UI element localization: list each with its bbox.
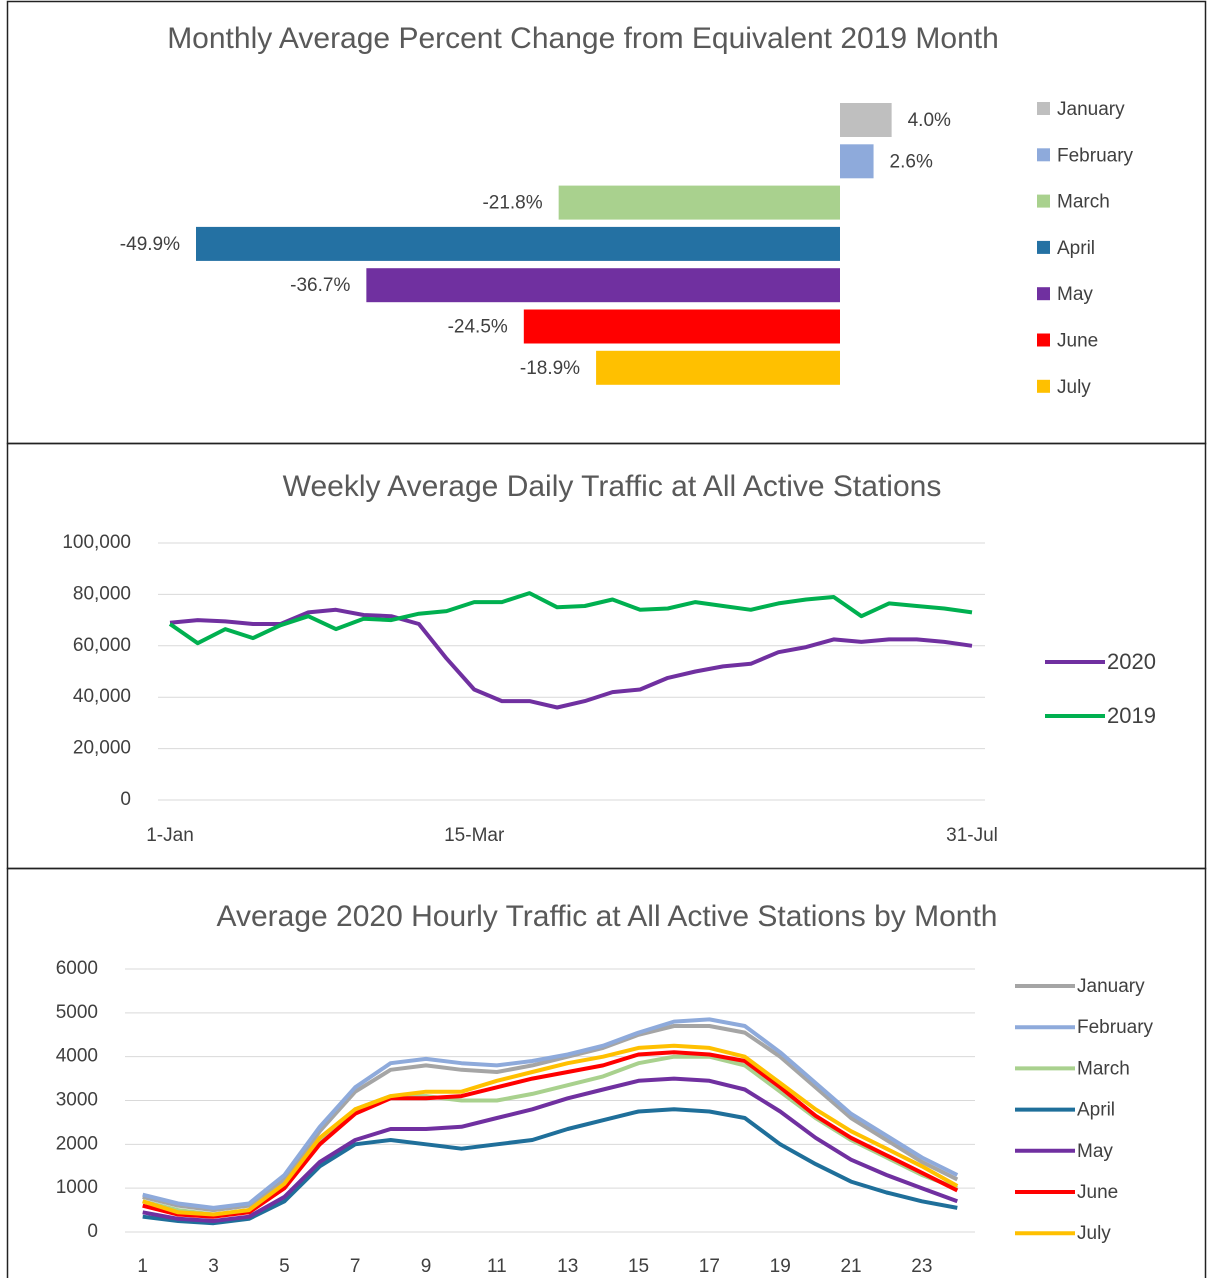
- x-tick-label: 17: [699, 1256, 720, 1277]
- x-tick-label: 15: [628, 1256, 649, 1277]
- y-tick-label: 0: [120, 789, 131, 810]
- y-tick-label: 100,000: [62, 532, 131, 553]
- y-tick-label: 0: [87, 1221, 98, 1242]
- data-line: [142, 1017, 959, 1210]
- panel-border: [6, 442, 1207, 870]
- legend-label: July: [1057, 377, 1091, 398]
- data-line: [142, 1076, 958, 1223]
- legend-swatch: [1037, 102, 1050, 115]
- legend-label: April: [1077, 1100, 1115, 1121]
- data-line: [142, 1107, 958, 1226]
- y-tick-label: 40,000: [73, 686, 131, 707]
- x-tick-label: 3: [208, 1256, 219, 1277]
- data-line: [142, 1024, 959, 1213]
- chart-title: Monthly Average Percent Change from Equi…: [167, 22, 999, 55]
- y-tick-label: 60,000: [73, 635, 131, 656]
- legend-swatch: [1037, 333, 1050, 347]
- bar: [196, 226, 840, 261]
- x-tick-label: 15-Mar: [444, 825, 505, 846]
- data-label: -36.7%: [290, 275, 350, 296]
- y-tick-label: 6000: [56, 958, 98, 979]
- x-tick-label: 9: [421, 1256, 432, 1277]
- data-label: -49.9%: [120, 234, 180, 255]
- data-line: [168, 591, 973, 646]
- legend-label: January: [1057, 99, 1125, 120]
- legend-label: July: [1077, 1223, 1111, 1244]
- legend-label: February: [1077, 1017, 1154, 1038]
- y-tick-label: 2000: [56, 1133, 98, 1154]
- legend-swatch: [1037, 148, 1050, 162]
- chart-title: Average 2020 Hourly Traffic at All Activ…: [217, 900, 998, 933]
- data-line: [169, 607, 973, 710]
- x-tick-label: 19: [770, 1256, 791, 1277]
- data-line: [142, 1043, 959, 1217]
- data-label: 2.6%: [890, 151, 933, 172]
- legend-label: May: [1077, 1141, 1113, 1162]
- legend-label: May: [1057, 284, 1093, 305]
- legend-swatch: [1037, 194, 1050, 208]
- legend-label: March: [1057, 192, 1110, 213]
- x-tick-label: 31-Jul: [946, 825, 998, 846]
- data-label: 4.0%: [908, 110, 951, 131]
- legend-label: January: [1077, 976, 1145, 997]
- y-tick-label: 20,000: [73, 738, 131, 759]
- legend-label: April: [1057, 238, 1095, 259]
- x-tick-label: 7: [350, 1256, 361, 1277]
- bar: [523, 309, 840, 344]
- bar: [840, 144, 874, 179]
- y-tick-label: 3000: [56, 1090, 98, 1111]
- chart-title: Weekly Average Daily Traffic at All Acti…: [283, 470, 942, 503]
- legend-label: 2020: [1107, 649, 1156, 674]
- x-tick-label: 23: [911, 1256, 932, 1277]
- legend-label: February: [1057, 145, 1134, 166]
- bar: [558, 185, 840, 220]
- legend-label: March: [1077, 1058, 1130, 1079]
- legend-label: June: [1057, 331, 1098, 352]
- data-label: -18.9%: [520, 358, 580, 379]
- data-label: -24.5%: [448, 317, 508, 338]
- legend-swatch: [1037, 240, 1050, 254]
- legend-swatch: [1037, 287, 1050, 301]
- legend-label: June: [1077, 1182, 1118, 1203]
- x-tick-label: 1-Jan: [146, 825, 194, 846]
- legend-label: 2019: [1107, 703, 1156, 728]
- data-line: [142, 1050, 959, 1219]
- y-tick-label: 4000: [56, 1046, 98, 1067]
- data-label: -21.8%: [482, 193, 542, 214]
- x-tick-label: 21: [840, 1256, 861, 1277]
- x-tick-label: 11: [487, 1256, 507, 1277]
- x-tick-label: 13: [557, 1256, 578, 1277]
- bar: [840, 103, 892, 137]
- y-tick-label: 5000: [56, 1002, 98, 1023]
- legend-swatch: [1037, 379, 1050, 393]
- x-tick-label: 5: [279, 1256, 290, 1277]
- bar: [596, 350, 840, 385]
- y-tick-label: 1000: [56, 1177, 98, 1198]
- x-tick-label: 1: [137, 1256, 148, 1277]
- bar: [366, 268, 840, 303]
- y-tick-label: 80,000: [73, 583, 131, 604]
- panel-border: [6, 867, 1207, 1278]
